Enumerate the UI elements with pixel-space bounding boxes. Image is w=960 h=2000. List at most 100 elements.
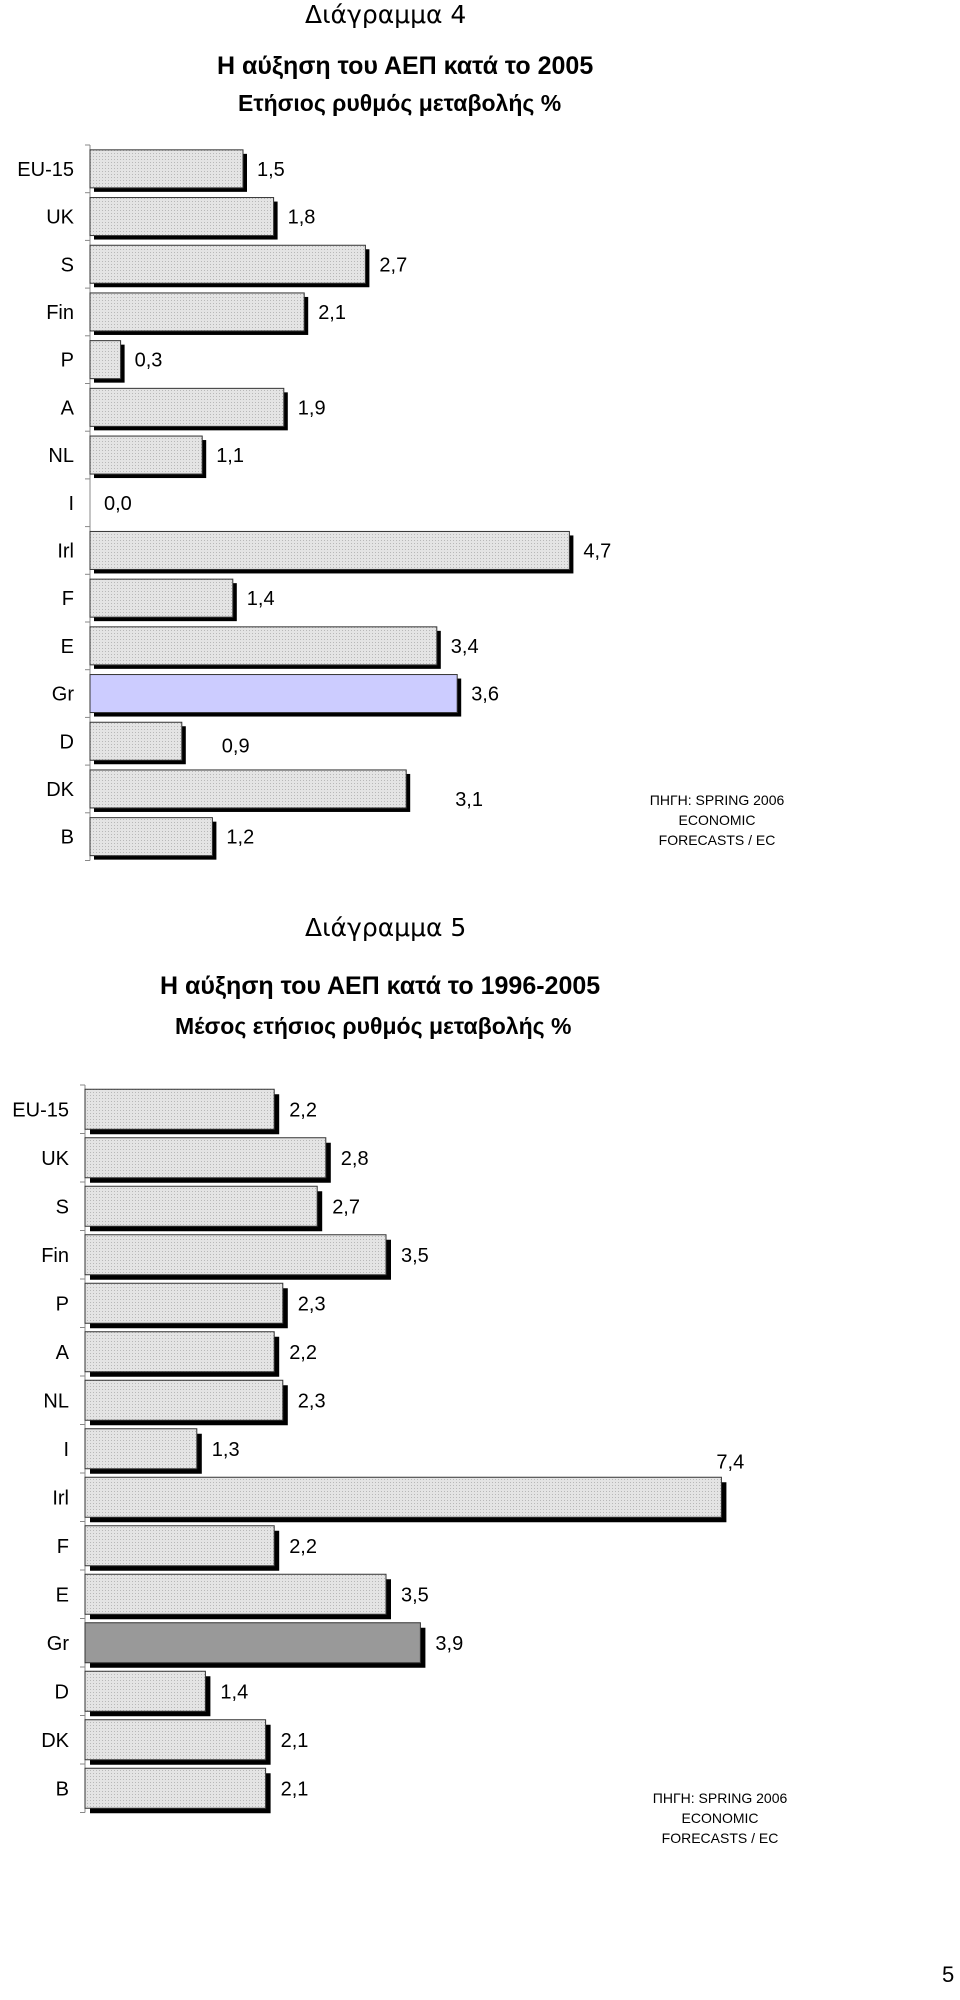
- bar: [89, 244, 366, 284]
- bar: [84, 1379, 284, 1421]
- bar: [84, 1573, 387, 1615]
- value-label: 1,4: [247, 588, 275, 610]
- source-line: ECONOMIC: [678, 812, 756, 828]
- value-label: 2,8: [341, 1148, 369, 1170]
- category-label: B: [61, 827, 74, 849]
- value-label: 0,0: [104, 493, 132, 515]
- value-label: 1,9: [298, 397, 326, 419]
- category-label: NL: [48, 445, 74, 467]
- chart-4-plot: EU-15 1,5 UK 1,8 S 2,7 Fin 2,1 P 0,3 A 1,9 NL 1,1 I 0,0…: [17, 144, 611, 861]
- bar: [89, 197, 275, 237]
- source-line: FORECASTS / EC: [661, 1830, 779, 1846]
- chart-5-subtitle: Μέσος ετήσιος ρυθμός μεταβολής %: [175, 1013, 572, 1039]
- category-label: D: [60, 731, 74, 753]
- category-label: A: [56, 1342, 70, 1364]
- bar-highlight: [84, 1622, 421, 1664]
- value-label: 1,4: [220, 1681, 248, 1703]
- bar: [84, 1137, 327, 1179]
- category-label: I: [63, 1439, 69, 1461]
- value-label: 1,1: [216, 445, 244, 467]
- bar: [84, 1719, 267, 1761]
- category-label: S: [61, 254, 74, 276]
- category-label: F: [62, 588, 74, 610]
- diagram-4-label: Διάγραμμα 4: [305, 0, 467, 29]
- bar: [89, 292, 305, 332]
- category-label: Fin: [46, 302, 74, 324]
- bar: [89, 769, 407, 809]
- category-label: NL: [43, 1390, 69, 1412]
- value-label: 3,5: [401, 1584, 429, 1606]
- value-label: 2,1: [318, 302, 346, 324]
- value-label: 2,7: [332, 1196, 360, 1218]
- value-label: 2,1: [281, 1778, 309, 1800]
- bar-highlight: [89, 674, 458, 714]
- category-label: P: [61, 350, 74, 372]
- bar: [84, 1282, 284, 1324]
- source-line: ΠΗΓΗ: SPRING 2006: [652, 1790, 788, 1806]
- diagram-5-label: Διάγραμμα 5: [305, 913, 467, 942]
- value-label: 7,4: [716, 1451, 744, 1473]
- category-label: P: [56, 1293, 69, 1315]
- value-label: 1,3: [212, 1439, 240, 1461]
- category-label: DK: [41, 1730, 69, 1752]
- bar: [84, 1331, 275, 1373]
- chart-4-title: Η αύξηση του ΑΕΠ κατά το 2005: [217, 52, 594, 80]
- category-label: E: [56, 1584, 69, 1606]
- category-label: Gr: [47, 1633, 70, 1655]
- bar: [84, 1185, 318, 1227]
- category-label: Irl: [57, 540, 74, 562]
- bar: [84, 1088, 275, 1130]
- value-label: 2,7: [379, 254, 407, 276]
- category-label: UK: [41, 1148, 69, 1170]
- value-label: 4,7: [583, 540, 611, 562]
- bar: [89, 387, 285, 427]
- category-label: F: [57, 1536, 69, 1558]
- chart-5-plot: EU-15 2,2 UK 2,8 S 2,7 Fin 3,5 P 2,3 A 2,2 NL 2,3 I 1,3…: [12, 1084, 744, 1814]
- category-label: I: [68, 493, 74, 515]
- value-label: 3,4: [451, 636, 479, 658]
- category-label: S: [56, 1196, 69, 1218]
- value-label: 2,2: [289, 1099, 317, 1121]
- source-line: ECONOMIC: [681, 1810, 759, 1826]
- bar: [84, 1234, 387, 1276]
- bar: [84, 1476, 722, 1518]
- category-label: Fin: [41, 1245, 69, 1267]
- value-label: 1,2: [226, 827, 254, 849]
- chart-5-title: Η αύξηση του ΑΕΠ κατά το 1996-2005: [160, 972, 601, 1000]
- bar: [89, 578, 234, 618]
- bar: [89, 149, 244, 189]
- category-label: E: [61, 636, 74, 658]
- bar: [84, 1670, 206, 1712]
- bar: [89, 530, 570, 570]
- page-number: 5: [942, 1962, 955, 1987]
- category-label: Irl: [52, 1487, 69, 1509]
- bar: [89, 817, 213, 857]
- bar: [84, 1525, 275, 1567]
- source-line: FORECASTS / EC: [658, 832, 776, 848]
- value-label: 2,1: [281, 1730, 309, 1752]
- bar: [84, 1428, 198, 1470]
- value-label: 0,9: [222, 735, 250, 757]
- category-label: EU-15: [17, 159, 74, 181]
- category-label: B: [56, 1778, 69, 1800]
- value-label: 1,8: [288, 207, 316, 229]
- value-label: 0,3: [135, 350, 163, 372]
- source-line: ΠΗΓΗ: SPRING 2006: [649, 792, 785, 808]
- value-label: 2,3: [298, 1390, 326, 1412]
- category-label: A: [61, 397, 75, 419]
- value-label: 1,5: [257, 159, 285, 181]
- value-label: 3,6: [471, 684, 499, 706]
- value-label: 3,9: [435, 1633, 463, 1655]
- value-label: 3,5: [401, 1245, 429, 1267]
- bar: [89, 626, 438, 666]
- bar: [84, 1767, 267, 1809]
- value-label: 3,1: [455, 789, 483, 811]
- bar: [89, 435, 203, 475]
- value-label: 2,3: [298, 1293, 326, 1315]
- category-label: UK: [46, 207, 74, 229]
- value-label: 2,2: [289, 1536, 317, 1558]
- bar: [89, 721, 183, 761]
- value-label: 2,2: [289, 1342, 317, 1364]
- chart-4-source: ΠΗΓΗ: SPRING 2006 ECONOMIC FORECASTS / E…: [617, 790, 817, 850]
- chart-4-subtitle: Ετήσιος ρυθμός μεταβολής %: [238, 90, 562, 116]
